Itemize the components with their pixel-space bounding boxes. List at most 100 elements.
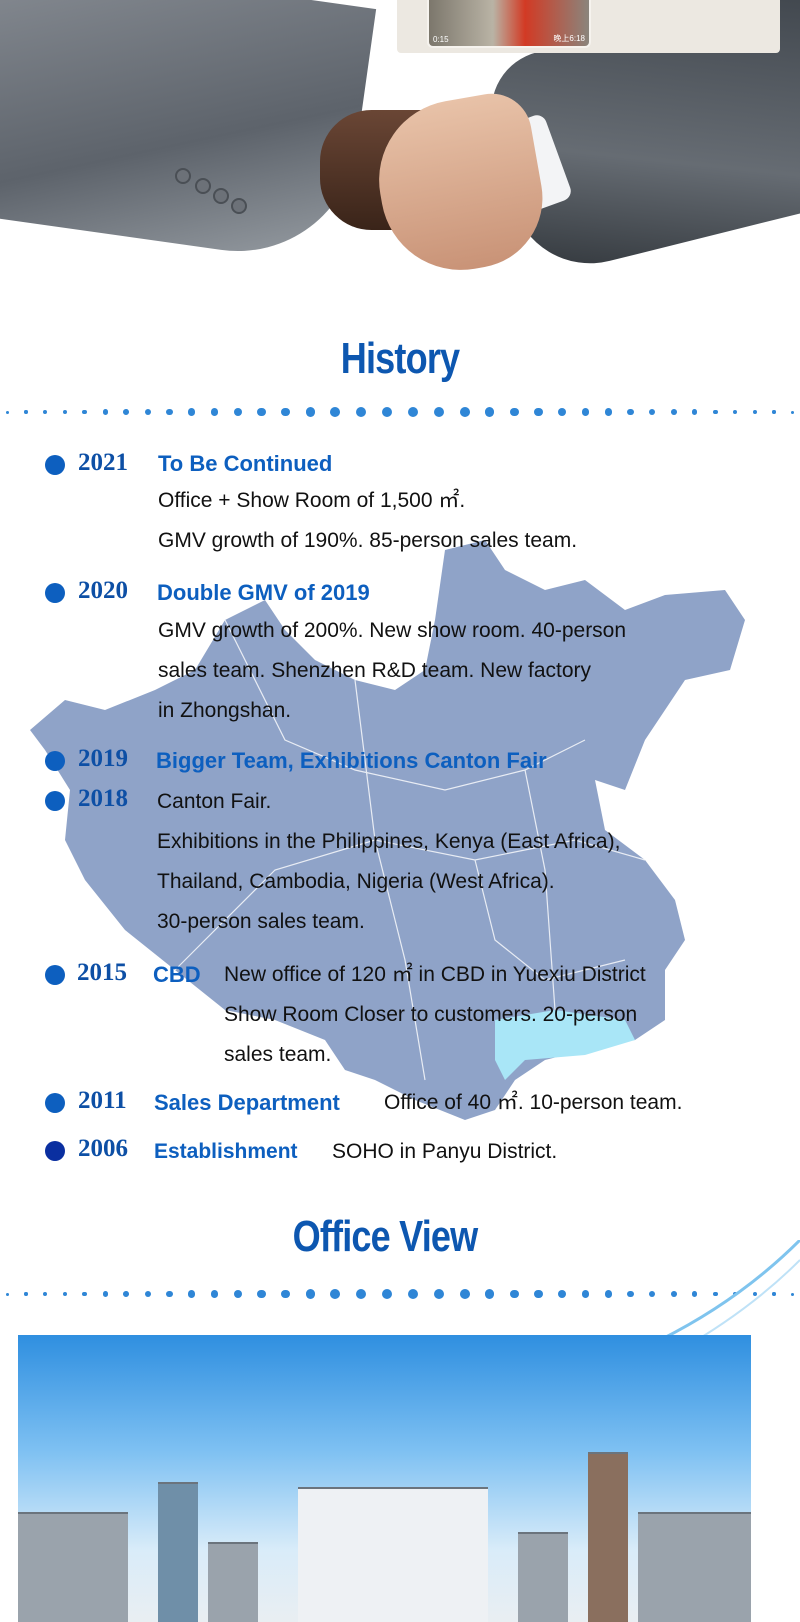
sleeve-button <box>175 168 191 184</box>
divider-dot <box>691 1291 698 1297</box>
divider-dot <box>330 407 341 417</box>
divider-dot <box>433 1288 445 1300</box>
divider-dot <box>604 1290 612 1298</box>
divider-dot <box>123 409 130 415</box>
divider-dot <box>649 1290 656 1298</box>
divider-dot <box>144 1290 151 1298</box>
divider-dot <box>407 1288 419 1300</box>
timeline-heading: To Be Continued <box>158 451 333 476</box>
sleeve-button <box>213 188 229 204</box>
dotted-divider <box>0 406 800 418</box>
timeline-text: Office of 40 ㎡. 10-person team. <box>384 1091 683 1114</box>
divider-dot <box>82 1291 88 1297</box>
divider-dot <box>24 1292 28 1296</box>
divider-dot <box>581 1290 590 1298</box>
divider-dot <box>604 408 612 416</box>
timeline-text: New office of 120 ㎡ in CBD in Yuexiu Dis… <box>224 963 646 986</box>
timeline-year: 2021 <box>78 449 128 476</box>
timeline-year: 2006 <box>78 1135 128 1162</box>
divider-dot <box>558 407 567 416</box>
left-sleeve <box>0 0 377 267</box>
building <box>158 1482 198 1622</box>
divider-dot <box>233 1289 242 1298</box>
divider-dot <box>6 1292 9 1296</box>
building <box>638 1512 751 1622</box>
divider-dot <box>558 1289 567 1298</box>
timeline-bullet <box>45 583 65 603</box>
guangdong-highlight <box>495 1010 635 1080</box>
building <box>208 1542 258 1622</box>
divider-dot <box>627 408 634 416</box>
divider-dot <box>6 410 9 414</box>
office-building-photo <box>18 1335 751 1622</box>
divider-dot <box>712 1291 718 1297</box>
divider-dot <box>772 410 776 414</box>
building <box>18 1512 128 1622</box>
divider-dot <box>188 408 196 416</box>
video-duration: 0:15 <box>433 35 449 44</box>
building <box>298 1487 488 1622</box>
divider-dot <box>305 1289 316 1299</box>
divider-dot <box>459 407 470 417</box>
timeline-year: 2018 <box>78 785 128 812</box>
timeline-text: sales team. Shenzhen R&D team. New facto… <box>158 659 592 682</box>
divider-dot <box>433 406 445 418</box>
divider-dot <box>534 1289 543 1299</box>
timeline-text: Thailand, Cambodia, Nigeria (West Africa… <box>157 870 555 893</box>
timeline-text: Canton Fair. <box>157 790 272 813</box>
timeline-text: Show Room Closer to customers. 20-person <box>224 1003 638 1026</box>
divider-dot <box>670 1291 677 1297</box>
divider-dot <box>772 1292 776 1296</box>
divider-dot <box>381 406 393 418</box>
china-map <box>30 540 745 1120</box>
divider-dot <box>43 1292 48 1296</box>
timeline-heading: Sales Department <box>154 1090 340 1115</box>
divider-dot <box>407 406 419 418</box>
building <box>518 1532 568 1622</box>
history-title: History <box>340 334 460 383</box>
sleeve-button <box>195 178 211 194</box>
divider-dot <box>627 1290 634 1298</box>
divider-dot <box>62 1291 68 1297</box>
divider-dot <box>210 408 219 416</box>
divider-dot <box>257 407 266 417</box>
divider-dot <box>484 1289 495 1299</box>
timeline-text: GMV growth of 200%. New show room. 40-pe… <box>158 619 627 642</box>
divider-dot <box>484 407 495 417</box>
divider-dot <box>330 1289 341 1299</box>
timeline-text: Exhibitions in the Philippines, Kenya (E… <box>157 830 621 853</box>
handshake-banner-image: 0:15 晚上6:18 <box>0 0 800 290</box>
timeline-heading: Bigger Team, Exhibitions Canton Fair <box>156 748 547 773</box>
divider-dot <box>102 409 109 415</box>
divider-dot <box>305 407 316 417</box>
timeline-text: sales team. <box>224 1043 332 1066</box>
divider-dot <box>281 407 291 417</box>
video-thumbnail[interactable]: 0:15 晚上6:18 <box>427 0 591 48</box>
divider-dot <box>82 409 88 415</box>
video-timestamp: 晚上6:18 <box>553 34 585 43</box>
divider-dot <box>649 408 656 416</box>
timeline-bullet <box>45 1093 65 1113</box>
divider-dot <box>144 408 151 416</box>
timeline-bullet <box>45 1141 65 1161</box>
timeline-bullet <box>45 965 65 985</box>
divider-dot <box>712 409 718 415</box>
divider-dot <box>257 1289 266 1299</box>
timeline-year: 2011 <box>78 1087 127 1114</box>
divider-dot <box>123 1291 130 1297</box>
sleeve-button <box>231 198 247 214</box>
divider-dot <box>459 1289 470 1299</box>
timeline-text: in Zhongshan. <box>158 699 292 722</box>
divider-dot <box>62 409 68 415</box>
timeline-text: 30-person sales team. <box>157 910 365 933</box>
divider-dot <box>233 407 242 416</box>
divider-dot <box>102 1291 109 1297</box>
divider-dot <box>210 1290 219 1298</box>
office-view-title: Office View <box>292 1212 479 1261</box>
timeline-heading: Establishment <box>154 1140 298 1163</box>
divider-dot <box>691 409 698 415</box>
timeline-heading: Double GMV of 2019 <box>157 580 370 605</box>
divider-dot <box>790 1292 794 1296</box>
timeline-text: GMV growth of 190%. 85-person sales team… <box>158 529 578 552</box>
timeline-heading: CBD <box>153 962 201 987</box>
